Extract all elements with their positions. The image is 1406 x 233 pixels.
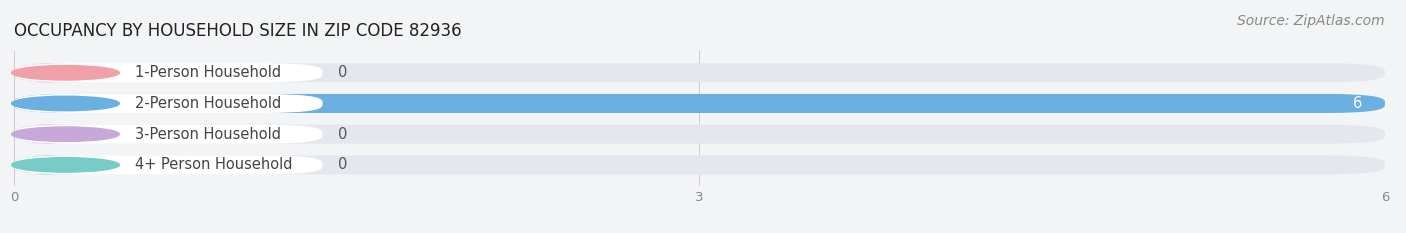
Circle shape — [11, 65, 120, 80]
FancyBboxPatch shape — [14, 94, 322, 113]
FancyBboxPatch shape — [14, 155, 322, 175]
Text: OCCUPANCY BY HOUSEHOLD SIZE IN ZIP CODE 82936: OCCUPANCY BY HOUSEHOLD SIZE IN ZIP CODE … — [14, 22, 461, 41]
FancyBboxPatch shape — [14, 94, 1385, 113]
Text: Source: ZipAtlas.com: Source: ZipAtlas.com — [1237, 14, 1385, 28]
FancyBboxPatch shape — [14, 63, 322, 82]
FancyBboxPatch shape — [14, 125, 82, 144]
Circle shape — [11, 96, 120, 111]
Text: 2-Person Household: 2-Person Household — [135, 96, 281, 111]
Text: 4+ Person Household: 4+ Person Household — [135, 158, 292, 172]
Text: 3-Person Household: 3-Person Household — [135, 127, 281, 142]
Circle shape — [11, 127, 120, 141]
FancyBboxPatch shape — [14, 63, 1385, 82]
Text: 0: 0 — [339, 65, 347, 80]
Text: 0: 0 — [339, 158, 347, 172]
FancyBboxPatch shape — [14, 155, 1385, 175]
Text: 6: 6 — [1353, 96, 1362, 111]
FancyBboxPatch shape — [14, 125, 322, 144]
Circle shape — [11, 158, 120, 172]
FancyBboxPatch shape — [14, 94, 1385, 113]
FancyBboxPatch shape — [14, 155, 82, 175]
Text: 1-Person Household: 1-Person Household — [135, 65, 281, 80]
FancyBboxPatch shape — [14, 125, 1385, 144]
FancyBboxPatch shape — [14, 63, 82, 82]
Text: 0: 0 — [339, 127, 347, 142]
